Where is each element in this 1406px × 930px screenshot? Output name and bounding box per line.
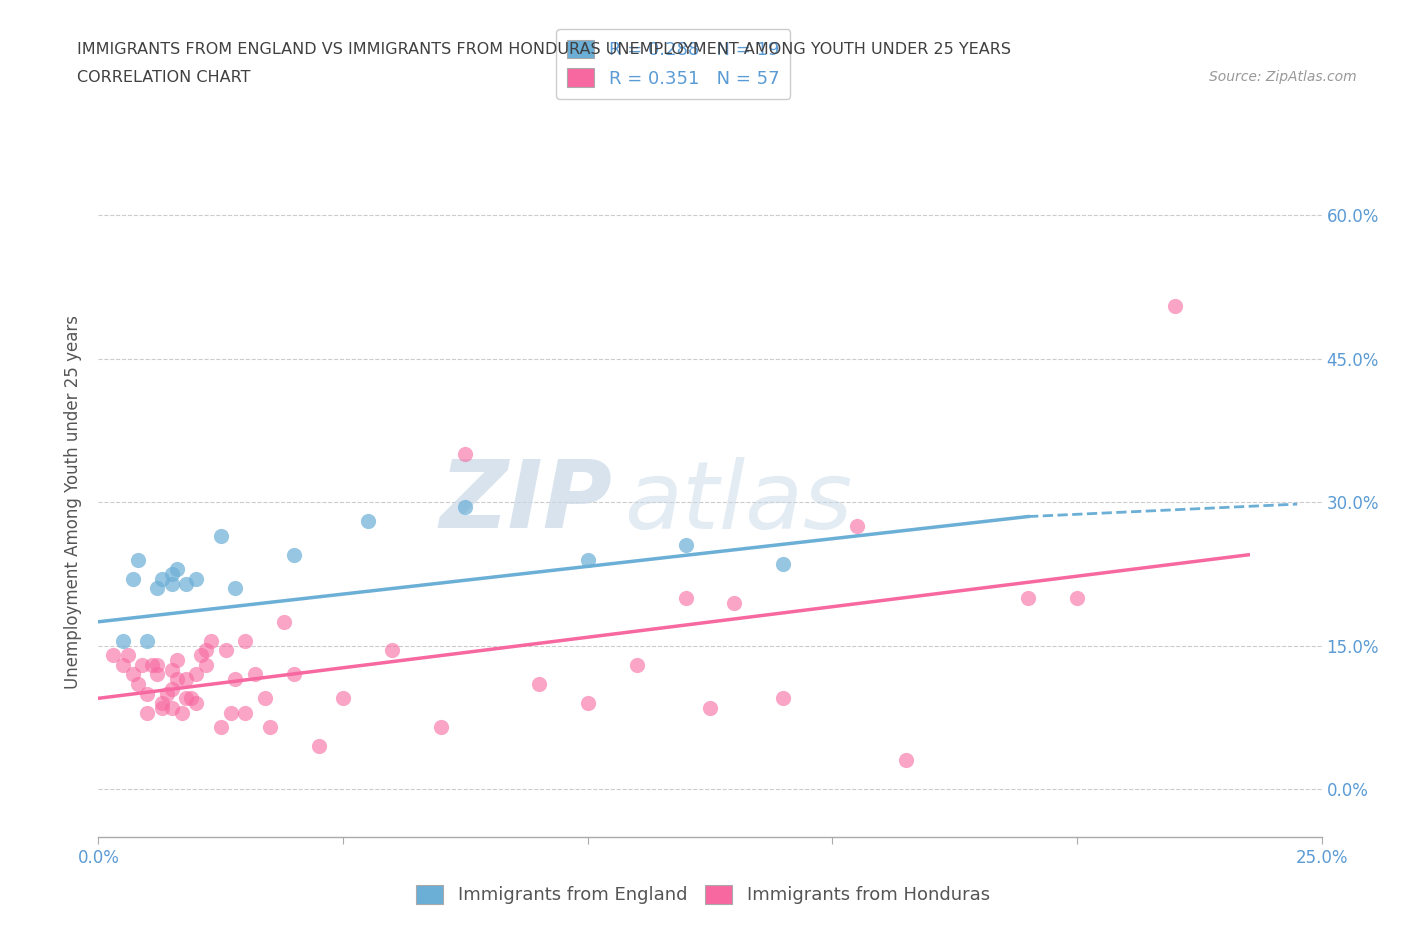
Point: [454, 447, 477, 462]
Point: [430, 720, 453, 735]
Point: [127, 676, 149, 691]
Legend: R = 0.288   N = 19, R = 0.351   N = 57: R = 0.288 N = 19, R = 0.351 N = 57: [557, 29, 790, 99]
Point: [253, 691, 276, 706]
Text: CORRELATION CHART: CORRELATION CHART: [77, 70, 250, 85]
Point: [772, 557, 794, 572]
Point: [150, 700, 173, 715]
Point: [233, 705, 256, 720]
Point: [219, 705, 242, 720]
Point: [186, 571, 208, 586]
Point: [150, 696, 173, 711]
Point: [160, 576, 183, 591]
Point: [170, 705, 193, 720]
Point: [845, 519, 868, 534]
Point: [224, 671, 246, 686]
Point: [166, 653, 188, 668]
Point: [150, 571, 173, 586]
Y-axis label: Unemployment Among Youth under 25 years: Unemployment Among Youth under 25 years: [65, 315, 83, 689]
Point: [176, 576, 198, 591]
Point: [214, 643, 236, 658]
Point: [1164, 299, 1187, 313]
Point: [141, 658, 163, 672]
Point: [195, 643, 218, 658]
Point: [176, 671, 198, 686]
Point: [186, 667, 208, 682]
Point: [186, 696, 208, 711]
Text: IMMIGRANTS FROM ENGLAND VS IMMIGRANTS FROM HONDURAS UNEMPLOYMENT AMONG YOUTH UND: IMMIGRANTS FROM ENGLAND VS IMMIGRANTS FR…: [77, 42, 1011, 57]
Point: [233, 633, 256, 648]
Point: [136, 705, 159, 720]
Point: [772, 691, 794, 706]
Point: [273, 615, 295, 630]
Point: [111, 633, 134, 648]
Point: [127, 552, 149, 567]
Point: [454, 499, 477, 514]
Point: [699, 700, 721, 715]
Point: [224, 581, 246, 596]
Point: [160, 700, 183, 715]
Point: [166, 671, 188, 686]
Point: [283, 548, 305, 563]
Point: [356, 514, 378, 529]
Point: [160, 662, 183, 677]
Point: [195, 658, 218, 672]
Text: atlas: atlas: [624, 457, 852, 548]
Point: [283, 667, 305, 682]
Point: [381, 643, 404, 658]
Point: [527, 676, 550, 691]
Point: [176, 691, 198, 706]
Point: [675, 591, 697, 605]
Point: [146, 658, 169, 672]
Text: ZIP: ZIP: [439, 457, 612, 548]
Point: [894, 753, 917, 768]
Point: [160, 682, 183, 697]
Point: [121, 667, 143, 682]
Point: [308, 738, 330, 753]
Text: Source: ZipAtlas.com: Source: ZipAtlas.com: [1209, 70, 1357, 84]
Point: [136, 686, 159, 701]
Point: [111, 658, 134, 672]
Point: [209, 720, 232, 735]
Point: [675, 538, 697, 552]
Point: [146, 581, 169, 596]
Point: [117, 648, 139, 663]
Point: [723, 595, 745, 610]
Point: [1017, 591, 1039, 605]
Point: [146, 667, 169, 682]
Point: [243, 667, 266, 682]
Point: [200, 633, 222, 648]
Point: [121, 571, 143, 586]
Point: [626, 658, 648, 672]
Point: [156, 686, 179, 701]
Point: [101, 648, 124, 663]
Legend: Immigrants from England, Immigrants from Honduras: Immigrants from England, Immigrants from…: [409, 878, 997, 911]
Point: [180, 691, 202, 706]
Point: [1066, 591, 1088, 605]
Point: [259, 720, 281, 735]
Point: [332, 691, 354, 706]
Point: [166, 562, 188, 577]
Point: [576, 552, 599, 567]
Point: [190, 648, 212, 663]
Point: [160, 566, 183, 581]
Point: [136, 633, 159, 648]
Point: [209, 528, 232, 543]
Point: [576, 696, 599, 711]
Point: [131, 658, 153, 672]
